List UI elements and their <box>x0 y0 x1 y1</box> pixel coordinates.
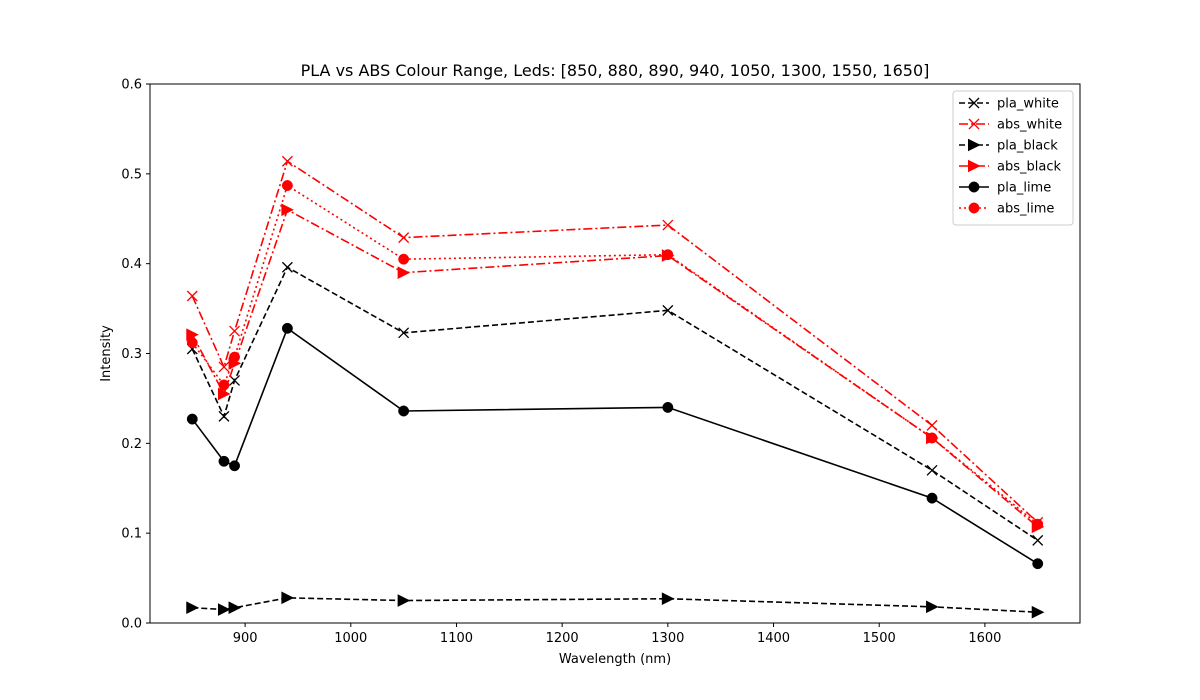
data-point-abs_lime <box>398 253 410 265</box>
x-tick-label: 1500 <box>863 631 896 646</box>
data-point-abs_lime <box>186 337 198 349</box>
x-tick-label: 1600 <box>968 631 1001 646</box>
x-axis: 900 1000 1100 1200 1300 1400 1500 1600 <box>233 623 1001 646</box>
y-tick-label: 0.0 <box>121 617 142 632</box>
legend-item: pla_lime <box>959 181 1051 196</box>
y-tick-label: 0.1 <box>121 527 142 542</box>
data-point-abs_white <box>926 419 938 431</box>
data-point-abs_white <box>186 290 198 302</box>
legend-marker <box>968 118 980 130</box>
y-tick-label: 0.4 <box>121 257 142 272</box>
data-point-pla_lime <box>218 455 230 467</box>
data-point-pla_white <box>926 464 938 476</box>
y-axis-label: Intensity <box>99 325 114 382</box>
x-tick-label: 1000 <box>334 631 367 646</box>
y-tick-label: 0.2 <box>121 437 142 452</box>
legend-marker <box>968 202 980 214</box>
data-point-pla_black <box>228 601 242 615</box>
data-point-pla_black <box>186 601 199 615</box>
legend-label: abs_black <box>997 160 1061 175</box>
data-point-pla_black <box>281 591 295 605</box>
data-point-pla_black <box>1031 605 1045 619</box>
legend-item: abs_black <box>959 160 1061 175</box>
legend-label: pla_white <box>997 97 1059 112</box>
data-point-abs_white <box>398 232 410 244</box>
legend-marker <box>968 97 980 109</box>
x-tick-label: 1200 <box>546 631 579 646</box>
data-point-abs_white <box>229 325 241 337</box>
chart-title: PLA vs ABS Colour Range, Leds: [850, 880… <box>301 61 930 80</box>
legend-label: pla_black <box>997 139 1058 154</box>
legend-marker <box>968 159 981 173</box>
data-point-pla_lime <box>398 405 410 417</box>
plot-area <box>186 155 1045 619</box>
data-point-abs_black <box>397 266 411 279</box>
x-axis-label: Wavelength (nm) <box>559 652 671 667</box>
series-abs_white <box>186 155 1044 528</box>
legend: pla_white abs_white pla_black abs_black pla_… <box>952 90 1074 226</box>
y-tick-label: 0.5 <box>121 167 142 182</box>
data-point-pla_white <box>1032 534 1044 546</box>
y-tick-label: 0.3 <box>121 347 142 362</box>
data-point-pla_black <box>926 600 939 614</box>
legend-label: abs_white <box>997 118 1062 133</box>
data-point-pla_white <box>281 261 293 273</box>
data-point-pla_lime <box>281 322 293 334</box>
series-line-pla_black <box>192 597 1038 614</box>
x-tick-label: 1400 <box>757 631 790 646</box>
y-tick-label: 0.6 <box>121 78 142 93</box>
series-line-abs_lime <box>191 184 1039 525</box>
legend-marker <box>968 181 980 193</box>
data-point-abs_black <box>217 387 231 401</box>
data-point-abs_white <box>218 361 230 373</box>
legend-item: pla_black <box>959 139 1058 154</box>
x-tick-label: 900 <box>233 631 258 646</box>
data-point-abs_lime <box>926 432 938 444</box>
data-point-pla_lime <box>186 413 198 425</box>
data-point-abs_lime <box>229 351 240 363</box>
data-point-abs_black <box>281 203 295 217</box>
legend-item: abs_white <box>959 118 1062 133</box>
series-pla_lime <box>186 322 1044 570</box>
data-point-pla_lime <box>1032 558 1044 570</box>
legend-item: pla_white <box>959 97 1059 112</box>
x-tick-label: 1100 <box>440 631 473 646</box>
data-point-pla_black <box>217 603 231 616</box>
data-point-pla_lime <box>229 460 240 472</box>
data-point-abs_white <box>662 219 674 231</box>
series-line-pla_white <box>191 266 1039 542</box>
series-line-abs_white <box>191 160 1039 523</box>
y-axis: 0.0 0.1 0.2 0.3 0.4 0.5 0.6 <box>121 78 150 632</box>
data-point-pla_black <box>397 594 411 607</box>
data-point-abs_lime <box>1032 518 1044 530</box>
data-point-pla_black <box>661 592 675 606</box>
data-point-pla_white <box>662 304 674 316</box>
data-point-pla_white <box>398 327 410 339</box>
legend-label: pla_lime <box>997 181 1051 196</box>
data-point-abs_lime <box>281 180 293 191</box>
data-point-pla_lime <box>926 492 938 504</box>
legend-item: abs_lime <box>959 202 1054 217</box>
legend-marker <box>968 138 981 152</box>
data-point-pla_lime <box>662 401 674 413</box>
data-point-abs_lime <box>662 249 674 261</box>
series-abs_lime <box>186 180 1044 530</box>
data-point-pla_white <box>218 410 230 422</box>
series-pla_black <box>186 591 1045 619</box>
legend-label: abs_lime <box>997 202 1054 217</box>
data-point-abs_white <box>281 155 293 167</box>
x-tick-label: 1300 <box>651 631 684 646</box>
data-point-pla_white <box>229 374 241 386</box>
data-point-abs_lime <box>218 379 230 391</box>
